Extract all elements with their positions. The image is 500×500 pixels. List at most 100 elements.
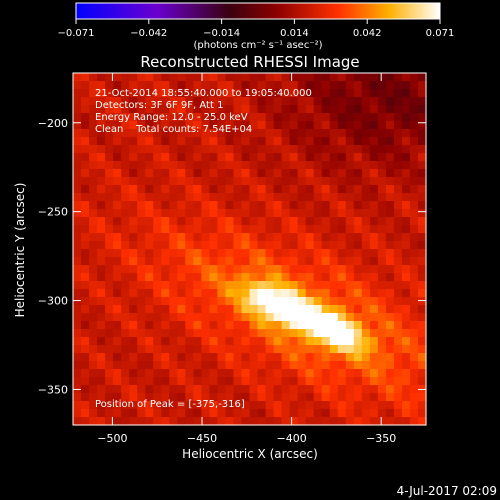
heatmap-cell bbox=[177, 417, 186, 426]
heatmap-cell bbox=[265, 337, 275, 346]
heatmap-cell bbox=[137, 113, 146, 122]
heatmap-cell bbox=[145, 353, 154, 362]
heatmap-cell bbox=[289, 393, 299, 402]
heatmap-cell bbox=[153, 321, 162, 330]
heatmap-cell bbox=[401, 129, 411, 138]
heatmap-cell bbox=[145, 289, 154, 298]
heatmap-cell bbox=[225, 89, 235, 98]
heatmap-cell bbox=[401, 385, 411, 394]
colorbar-tick-label: 0.042 bbox=[353, 28, 382, 39]
heatmap-cell bbox=[169, 385, 178, 394]
heatmap-cell bbox=[369, 345, 379, 354]
heatmap-cell bbox=[385, 393, 395, 402]
heatmap-cell bbox=[281, 121, 291, 130]
heatmap-cell bbox=[225, 281, 235, 290]
heatmap-cell bbox=[337, 89, 347, 98]
heatmap-cell bbox=[361, 81, 371, 90]
heatmap-cell bbox=[129, 249, 138, 258]
heatmap-cell bbox=[97, 97, 106, 106]
heatmap-cell bbox=[113, 97, 122, 106]
heatmap-cell bbox=[105, 393, 114, 402]
heatmap-cell bbox=[209, 81, 219, 90]
heatmap-cell bbox=[81, 209, 90, 218]
heatmap-cell bbox=[217, 193, 227, 202]
heatmap-cell bbox=[353, 217, 363, 226]
heatmap-cell bbox=[241, 209, 251, 218]
heatmap-cell bbox=[281, 409, 291, 418]
heatmap-cell bbox=[385, 193, 395, 202]
x-tick-label: −350 bbox=[366, 432, 396, 445]
heatmap-cell bbox=[393, 185, 403, 194]
heatmap-cell bbox=[393, 281, 403, 290]
heatmap-cell bbox=[113, 273, 122, 282]
heatmap-cell bbox=[225, 81, 235, 90]
heatmap-cell bbox=[193, 337, 202, 346]
heatmap-cell bbox=[193, 185, 202, 194]
heatmap-cell bbox=[121, 185, 130, 194]
heatmap-cell bbox=[113, 361, 122, 370]
heatmap-cell bbox=[417, 185, 427, 194]
heatmap-cell bbox=[161, 185, 170, 194]
heatmap-cell bbox=[273, 193, 283, 202]
heatmap-cell bbox=[353, 257, 363, 266]
heatmap-cell bbox=[297, 417, 307, 426]
heatmap-cell bbox=[305, 305, 315, 314]
heatmap-cell bbox=[385, 377, 395, 386]
heatmap-cell bbox=[273, 297, 283, 306]
heatmap-cell bbox=[177, 345, 186, 354]
heatmap-cell bbox=[369, 417, 379, 426]
heatmap-cell bbox=[169, 177, 178, 186]
heatmap-cell bbox=[241, 417, 251, 426]
heatmap-cell bbox=[297, 97, 307, 106]
heatmap-cell bbox=[225, 137, 235, 146]
heatmap-cell bbox=[233, 329, 243, 338]
heatmap-cell bbox=[185, 393, 194, 402]
heatmap-cell bbox=[305, 129, 315, 138]
heatmap-cell bbox=[225, 305, 235, 314]
heatmap-cell bbox=[369, 137, 379, 146]
heatmap-cell bbox=[89, 105, 98, 114]
heatmap-cell bbox=[393, 249, 403, 258]
heatmap-cell bbox=[233, 257, 243, 266]
heatmap-cell bbox=[193, 225, 202, 234]
heatmap-cell bbox=[289, 201, 299, 210]
heatmap-cell bbox=[281, 217, 291, 226]
heatmap-cell bbox=[265, 361, 275, 370]
heatmap-cell bbox=[217, 73, 227, 82]
heatmap-cell bbox=[361, 113, 371, 122]
heatmap-cell bbox=[313, 297, 323, 306]
heatmap-cell bbox=[225, 169, 235, 178]
heatmap-cell bbox=[129, 217, 138, 226]
heatmap-cell bbox=[161, 249, 170, 258]
heatmap-cell bbox=[89, 273, 98, 282]
heatmap-cell bbox=[217, 337, 227, 346]
heatmap-cell bbox=[97, 209, 106, 218]
heatmap-cell bbox=[193, 249, 202, 258]
heatmap-cell bbox=[97, 297, 106, 306]
heatmap-cell bbox=[193, 137, 202, 146]
heatmap-cell bbox=[73, 345, 82, 354]
heatmap-cell bbox=[169, 281, 178, 290]
heatmap-cell bbox=[129, 361, 138, 370]
heatmap-cell bbox=[401, 185, 411, 194]
heatmap-cell bbox=[153, 145, 162, 154]
heatmap-cell bbox=[273, 281, 283, 290]
heatmap-cell bbox=[209, 361, 219, 370]
heatmap-cell bbox=[409, 345, 419, 354]
heatmap-cell bbox=[313, 273, 323, 282]
heatmap-cell bbox=[289, 337, 299, 346]
heatmap-cell bbox=[345, 305, 355, 314]
heatmap-cell bbox=[225, 73, 235, 82]
heatmap-cell bbox=[129, 345, 138, 354]
heatmap-cell bbox=[73, 177, 82, 186]
heatmap-cell bbox=[137, 393, 146, 402]
heatmap-cell bbox=[233, 289, 243, 298]
heatmap-cell bbox=[305, 177, 315, 186]
heatmap-cell bbox=[73, 137, 82, 146]
heatmap-cell bbox=[169, 241, 178, 250]
heatmap-cell bbox=[361, 273, 371, 282]
heatmap-cell bbox=[305, 97, 315, 106]
heatmap-cell bbox=[361, 249, 371, 258]
heatmap-cell bbox=[161, 361, 170, 370]
heatmap-cell bbox=[201, 385, 210, 394]
